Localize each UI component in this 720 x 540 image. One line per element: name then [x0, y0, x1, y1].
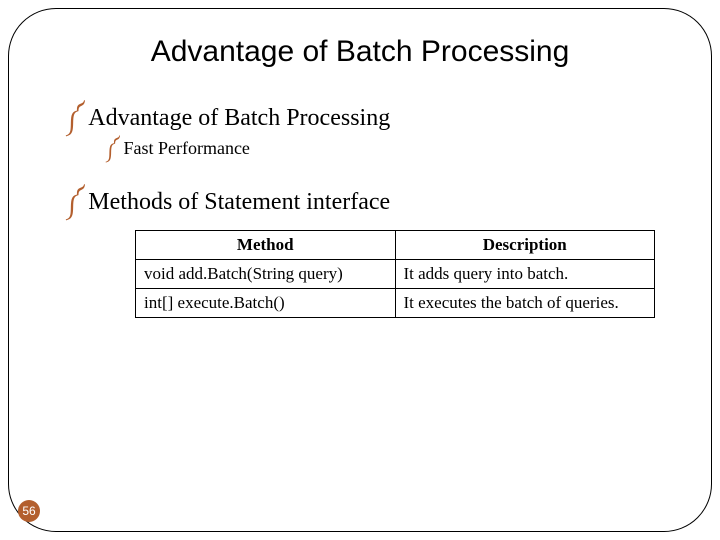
bullet-advantage: ༼ Advantage of Batch Processing — [65, 105, 671, 132]
header-method: Method — [136, 231, 396, 260]
bullet-icon: ༼ — [65, 106, 84, 130]
bullet-methods: ༼ Methods of Statement interface — [65, 189, 671, 216]
bullet-text: Methods of Statement interface — [88, 189, 390, 216]
table-row: void add.Batch(String query) It adds que… — [136, 260, 655, 289]
bullet-text: Advantage of Batch Processing — [88, 105, 390, 132]
table-header-row: Method Description — [136, 231, 655, 260]
bullet-icon: ༼ — [105, 139, 119, 157]
bullet-icon: ༼ — [65, 190, 84, 214]
table-row: int[] execute.Batch() It executes the ba… — [136, 289, 655, 318]
methods-table-wrap: Method Description void add.Batch(String… — [135, 230, 655, 318]
sub-bullet-text: Fast Performance — [123, 138, 249, 159]
sub-bullet-fast-performance: ༼ Fast Performance — [105, 138, 671, 159]
header-description: Description — [395, 231, 655, 260]
cell-description: It adds query into batch. — [395, 260, 655, 289]
page-number-text: 56 — [22, 504, 35, 518]
methods-table: Method Description void add.Batch(String… — [135, 230, 655, 318]
cell-method: void add.Batch(String query) — [136, 260, 396, 289]
cell-method: int[] execute.Batch() — [136, 289, 396, 318]
page-number-badge: 56 — [18, 500, 40, 522]
cell-description: It executes the batch of queries. — [395, 289, 655, 318]
slide-title: Advantage of Batch Processing — [49, 35, 671, 69]
slide-frame: Advantage of Batch Processing ༼ Advantag… — [8, 8, 712, 532]
